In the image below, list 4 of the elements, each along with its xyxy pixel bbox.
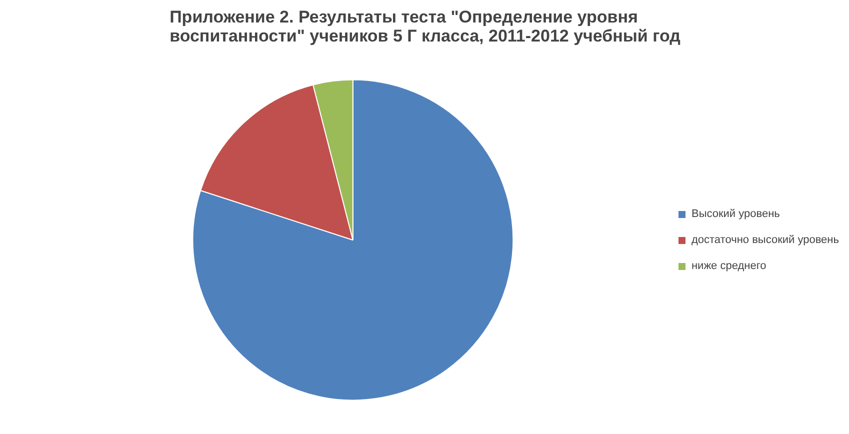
legend-label: достаточно высокий уровень (691, 234, 839, 246)
legend-label: ниже среднего (691, 260, 766, 272)
chart-title: Приложение 2. Результаты теста "Определение уровня воспитанности" учеников 5 Г класса, 2011-2012 учебный год (170, 8, 681, 46)
legend-label: Высокий уровень (691, 208, 780, 220)
